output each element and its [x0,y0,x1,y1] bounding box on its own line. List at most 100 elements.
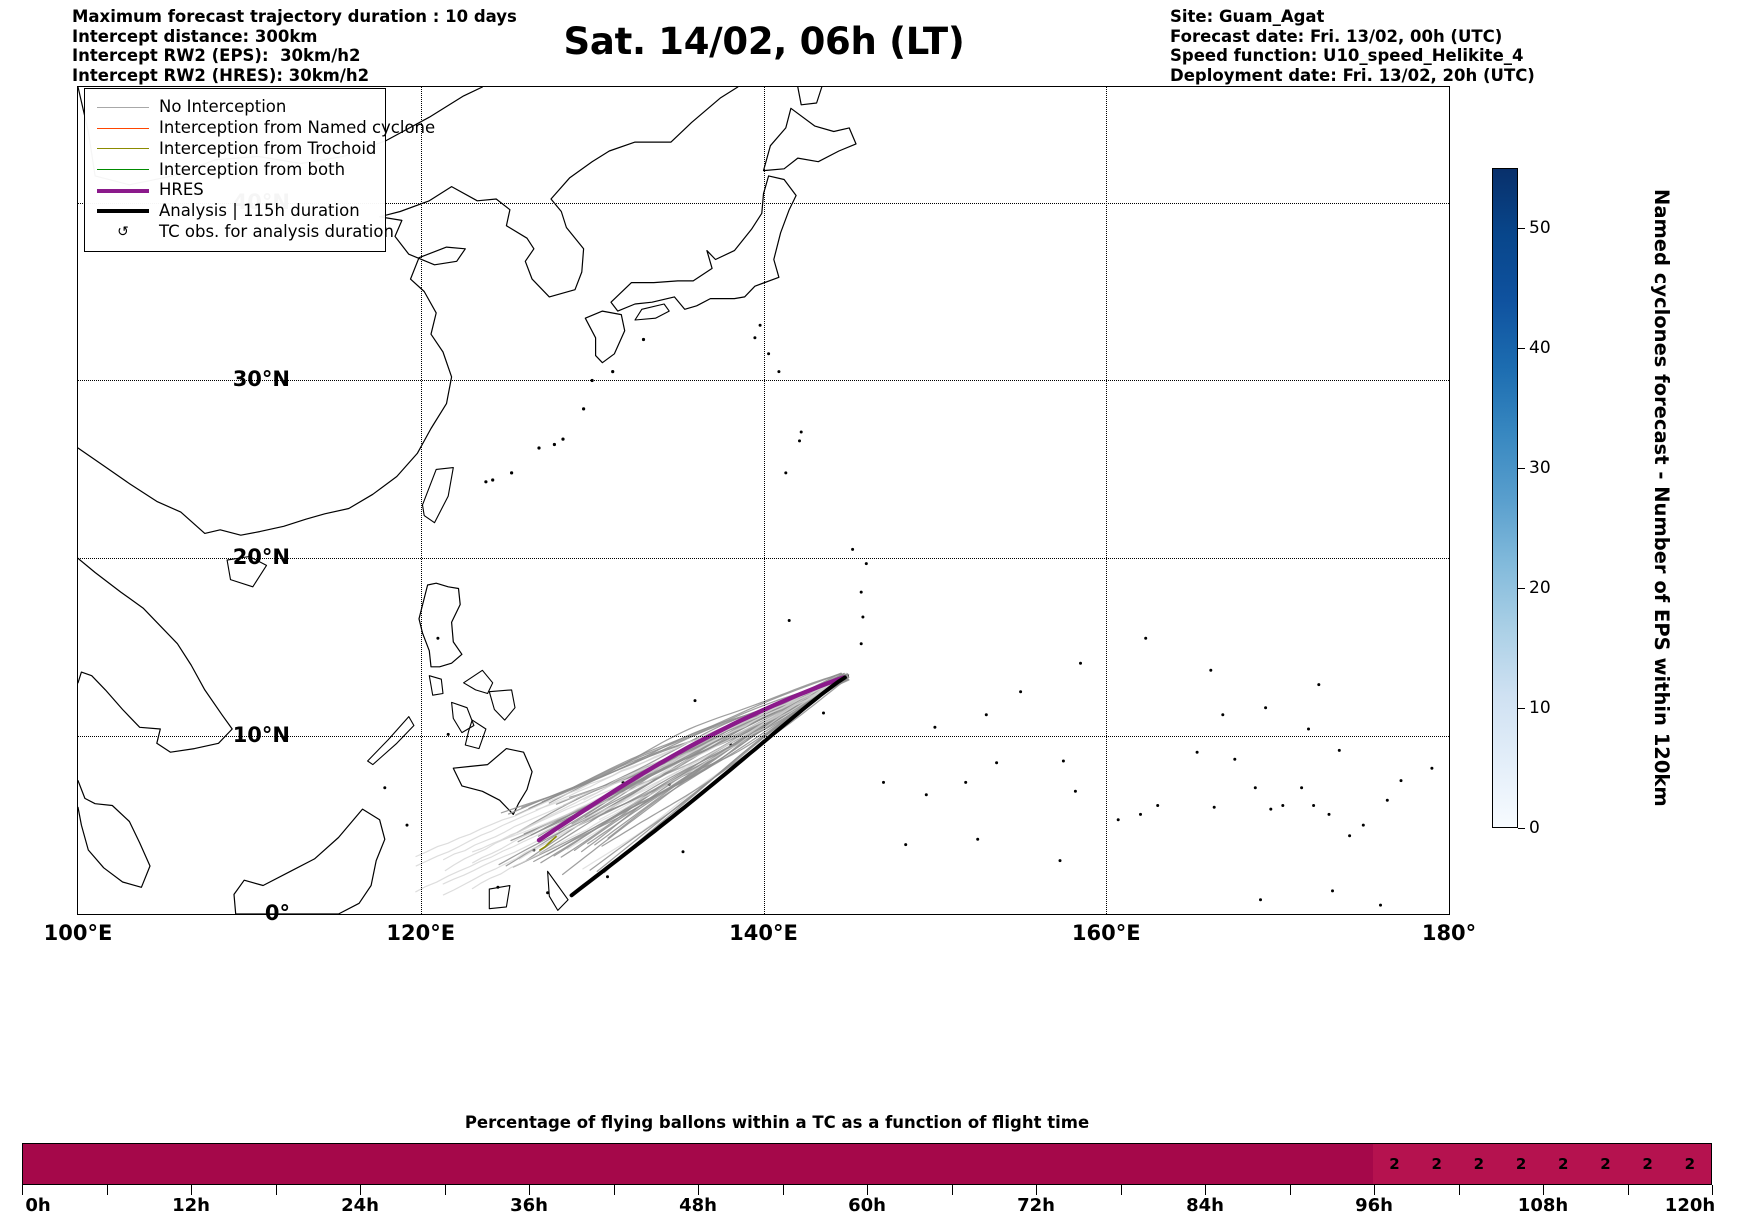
coastline-samar [488,689,516,721]
percentage-bar-segment: 2 [1542,1144,1585,1184]
island-ryukyu [537,446,541,450]
legend-line-swatch [97,106,149,108]
percentage-axis-tick-label: 72h [1017,1195,1055,1216]
coastline-bicol [463,669,494,695]
island-dot [446,732,450,736]
percentage-axis-tick [867,1185,868,1195]
island-dot [1300,786,1304,790]
eps-trajectory-faint [472,677,845,864]
header-line: Deployment date: Fri. 13/02, 20h (UTC) [1170,65,1535,85]
colorbar-tick-label: 20 [1529,578,1551,598]
island-ryukyu [552,442,556,447]
cyclone-swirl-icon: ↺ [117,224,129,241]
y-axis-tick-label: 10°N [232,723,290,748]
percentage-axis-tick [360,1185,361,1195]
percentage-bar-segment: 2 [1499,1144,1543,1184]
percentage-bar-caption: Percentage of flying ballons within a TC… [464,1113,1090,1132]
coastline-negros [464,719,487,750]
colorbar-tick-label: 50 [1529,218,1551,238]
percentage-axis-tick-label: 0h [25,1195,51,1216]
eps-trajectory-faint [415,676,845,893]
island-dot [753,336,757,340]
island-dot [1327,812,1331,816]
percentage-axis-tick [613,1185,615,1195]
island-dot [1385,798,1389,802]
island-dot [859,590,863,594]
percentage-bar-segment: 2 [1415,1144,1458,1184]
coastline-honshu [610,175,797,312]
coastline-shikoku [634,303,670,321]
legend-item: HRES [93,180,375,201]
header-line: Forecast date: Fri. 13/02, 00h (UTC) [1170,26,1503,46]
header-left-info: Maximum forecast trajectory duration : 1… [72,7,517,85]
legend-item-label: Interception from Trochoid [159,138,377,158]
island-dot [405,823,409,827]
island-dot [859,642,863,646]
legend-line-swatch [97,148,149,150]
coastline-halmahera [547,870,569,911]
percentage-axis-tick [1289,1185,1291,1195]
percentage-axis-tick [1458,1185,1460,1195]
island-dot [767,352,771,356]
percentage-bar-segment: 2 [1626,1144,1669,1184]
island-dot [882,780,885,784]
legend-item: Interception from Trochoid [93,138,377,160]
coastline-indochina [78,557,233,753]
island-dot [1317,683,1321,687]
colorbar-tick [1518,468,1525,469]
header-right-info: Site: Guam_Agat Forecast date: Fri. 13/02… [1170,7,1535,85]
legend-line-swatch [97,127,149,129]
island-dot [1337,748,1341,752]
island-ryukyu [510,471,514,475]
island-dot [1331,889,1334,893]
island-dot [1019,690,1023,694]
island-dot [1253,786,1257,790]
percentage-axis-tick-label: 12h [172,1195,210,1216]
percentage-axis-tick [1627,1185,1629,1195]
legend-item: Analysis | 115h duration [93,201,375,222]
x-axis-tick-label: 120°E [386,921,456,945]
island-dot [1361,823,1365,827]
island-dot [1195,750,1199,754]
legend-line-swatch [97,169,149,171]
gridline-horizontal [78,380,1449,382]
header-line: Maximum forecast trajectory duration : 1… [72,7,517,26]
eps-trajectory [601,676,850,847]
header-line: Intercept RW2 (HRES): 30km/h2 [72,65,370,85]
x-axis-tick-label: 160°E [1071,921,1141,945]
island-dot [1156,804,1160,807]
gridline-horizontal [78,558,1449,560]
gridline-horizontal [78,736,1449,738]
coastline-hokkaido [762,107,857,172]
island-dot [964,780,968,784]
island-dot [681,850,685,854]
percentage-axis-tick [191,1185,192,1195]
island-dot [383,786,387,790]
percentage-bar-segment: 2 [1584,1144,1627,1184]
legend-item: Interception from both [93,159,375,180]
island-dot [864,562,868,566]
gridline-vertical [1106,87,1108,914]
percentage-axis-tick [1205,1185,1206,1195]
island-dot [1430,766,1434,770]
coastline-borneo [233,808,386,914]
coastline-panay [451,701,475,734]
island-dot [995,761,999,765]
percentage-axis-tick [1374,1185,1375,1195]
island-dot [1061,759,1065,763]
percentage-axis-tick [275,1185,277,1195]
eps-trajectory-faint [444,676,845,872]
map-legend: No Interception Interception from Named c… [84,88,435,252]
island-dot [1233,757,1237,761]
map-canvas [78,87,1434,914]
coastline-china-korea [78,87,739,536]
percentage-axis-tick-label: 108h [1517,1195,1569,1216]
island-dot [984,713,988,717]
island-dot [1139,812,1142,816]
island-dot [436,636,440,640]
colorbar-tick [1518,588,1525,589]
gridline-horizontal [78,202,1449,204]
island-dot [1264,706,1268,710]
legend-item-label: Analysis | 115h duration [159,201,360,221]
island-dot [1259,898,1262,902]
